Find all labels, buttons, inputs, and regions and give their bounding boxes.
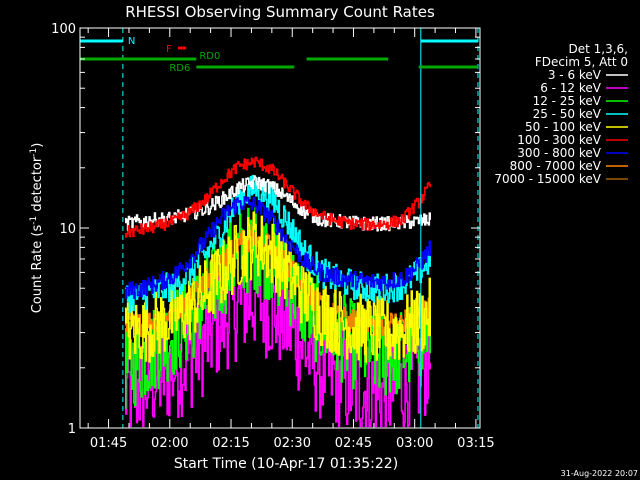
legend-label: 6 - 12 keV [540,81,602,95]
y-axis-label-mid: detector [30,156,45,216]
flag-label-rd6: RD6 [169,63,190,74]
axis-layer: 1 10 100 01:45 02:00 02:15 02:30 02:45 03:00 03:1… [51,22,494,451]
series-100-300-kev-keV [124,156,431,238]
chart-title: RHESSI Observing Summary Count Rates [125,3,435,21]
series-300-800-kev-keV [124,196,431,299]
y-axis-label-sup2: -1 [29,148,39,157]
plot-layer [124,156,431,428]
footer-date: 31-Aug-2022 20:07 [561,469,638,478]
legend-label: 3 - 6 keV [548,68,602,82]
x-tick-label: 03:00 [396,436,433,451]
flag-label-rd0: RD0 [199,51,220,62]
y-axis-label-main: Count Rate (s [30,225,45,314]
x-axis-label: Start Time (10-Apr-17 01:35:22) [174,456,398,472]
x-tick-label: 03:15 [457,436,494,451]
x-tick-label: 01:45 [90,436,127,451]
series-line [124,156,431,238]
legend-label: 300 - 800 keV [517,146,601,160]
y-tick-label: 10 [59,222,76,237]
legend-label: 100 - 300 keV [517,133,601,147]
legend-label: 7000 - 15000 keV [494,172,601,186]
legend-header-line-1: Det 1,3,6, [569,42,629,56]
flag-rd6: RD6 [169,63,478,74]
flag-label-n: N [128,36,135,47]
y-tick-label: 1 [68,422,76,437]
y-axis-label: Count Rate (s-1 detector-1) [29,143,45,314]
y-tick-label: 100 [51,22,76,37]
legend-label: 800 - 7000 keV [510,159,602,173]
legend-label: 25 - 50 keV [533,107,602,121]
x-tick-label: 02:45 [335,436,372,451]
flag-rd0: RD0 [80,51,389,62]
y-axis-label-sup1: -1 [29,216,39,225]
x-tick-label: 02:15 [212,436,249,451]
flag-n: N [80,36,478,47]
series-line [124,211,431,363]
y-axis-label-close: ) [30,143,45,148]
flag-label-f: F [166,44,172,55]
series-50-100-kev-keV [124,211,431,363]
legend-label: 50 - 100 keV [525,120,602,134]
x-tick-label: 02:00 [151,436,188,451]
flag-f: F [166,44,187,55]
legend-header-line-2: FDecim 5, Att 0 [535,55,628,69]
x-tick-label: 02:30 [274,436,311,451]
series-line [124,196,431,299]
legend-label: 12 - 25 keV [533,94,602,108]
